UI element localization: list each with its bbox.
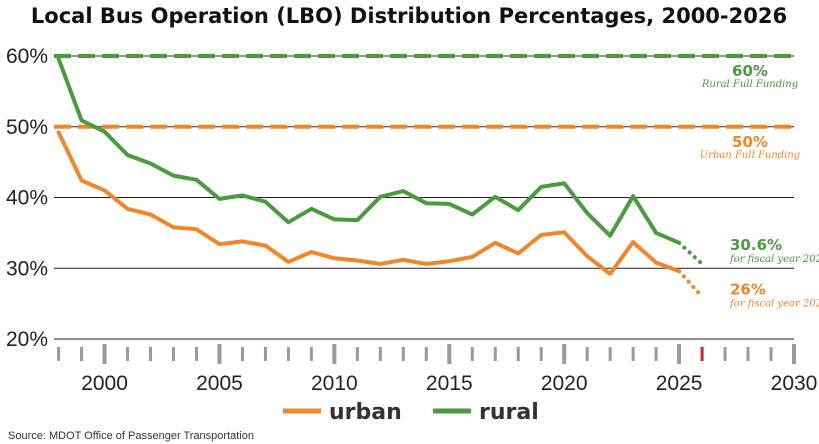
xtick-label-2005: 2005 [196, 372, 243, 395]
xtick-label-2030: 2030 [771, 372, 818, 395]
xtick-label-2025: 2025 [656, 372, 703, 395]
legend: urban rural [283, 400, 539, 425]
series-projection-rural [677, 240, 705, 266]
annotation-value-rural: 30.6% [730, 236, 782, 254]
x-axis: 2000 2005 2010 2015 2020 2025 2030 [57, 344, 818, 395]
reference-label-50: 50% [732, 133, 768, 151]
ytick-label-50: 50% [6, 116, 48, 139]
source-note: Source: MDOT Office of Passenger Transpo… [8, 430, 254, 442]
chart-title: Local Bus Operation (LBO) Distribution P… [31, 4, 787, 28]
series-lines [56, 56, 705, 299]
annotation-sublabel-rural: for fiscal year 2026 [729, 254, 819, 265]
ytick-label-40: 40% [6, 187, 48, 210]
legend-label-rural: rural [479, 400, 539, 425]
series-line-rural [56, 56, 682, 245]
xtick-label-2000: 2000 [81, 372, 128, 395]
reference-sublabel-60: Rural Full Funding [701, 79, 798, 90]
grid [54, 55, 794, 340]
ytick-label-30: 30% [6, 257, 48, 280]
y-axis: 20% 30% 40% 50% 60% [6, 45, 48, 351]
annotation-sublabel-urban: for fiscal year 2026 [729, 299, 819, 310]
reference-lines: 60%Rural Full Funding 50%Urban Full Fundi… [54, 54, 800, 161]
ytick-label-20: 20% [6, 328, 48, 351]
reference-label-60: 60% [732, 62, 768, 80]
xtick-label-2020: 2020 [541, 372, 588, 395]
legend-label-urban: urban [329, 400, 402, 425]
series-line-urban [56, 130, 682, 276]
xtick-label-2015: 2015 [426, 372, 473, 395]
xtick-label-2010: 2010 [311, 372, 358, 395]
ytick-label-60: 60% [6, 45, 48, 68]
series-projection-urban [677, 269, 705, 299]
reference-sublabel-50: Urban Full Funding [700, 150, 800, 161]
annotation-value-urban: 26% [730, 281, 766, 299]
